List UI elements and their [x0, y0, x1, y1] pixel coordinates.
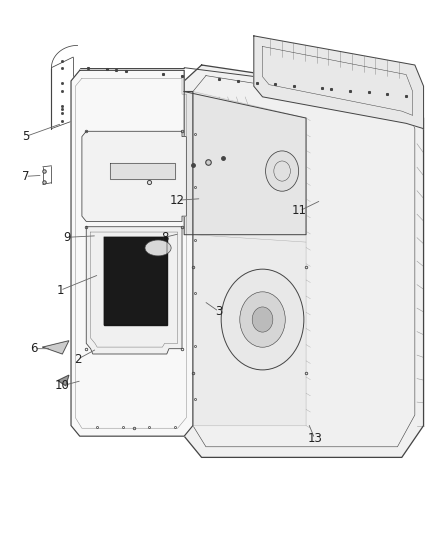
- Text: 11: 11: [292, 204, 307, 217]
- Text: 5: 5: [21, 130, 29, 143]
- Ellipse shape: [145, 240, 171, 256]
- Polygon shape: [71, 70, 193, 436]
- Text: 8: 8: [161, 231, 168, 244]
- Text: 10: 10: [55, 379, 70, 392]
- Polygon shape: [184, 65, 424, 457]
- Text: 7: 7: [21, 170, 29, 183]
- Polygon shape: [110, 163, 176, 179]
- Polygon shape: [193, 92, 306, 425]
- Polygon shape: [58, 375, 69, 386]
- Polygon shape: [82, 131, 186, 221]
- Polygon shape: [184, 92, 306, 235]
- Circle shape: [221, 269, 304, 370]
- Circle shape: [240, 292, 285, 347]
- Text: 2: 2: [74, 353, 81, 366]
- Circle shape: [252, 307, 273, 332]
- Polygon shape: [43, 341, 69, 354]
- Text: 6: 6: [30, 342, 38, 355]
- Polygon shape: [104, 237, 167, 325]
- Text: 1: 1: [57, 284, 64, 297]
- Circle shape: [265, 151, 299, 191]
- Text: 12: 12: [170, 193, 185, 207]
- Polygon shape: [254, 36, 424, 128]
- Text: 3: 3: [215, 305, 223, 318]
- Text: 9: 9: [63, 231, 71, 244]
- Polygon shape: [86, 227, 182, 354]
- Text: 13: 13: [307, 432, 322, 446]
